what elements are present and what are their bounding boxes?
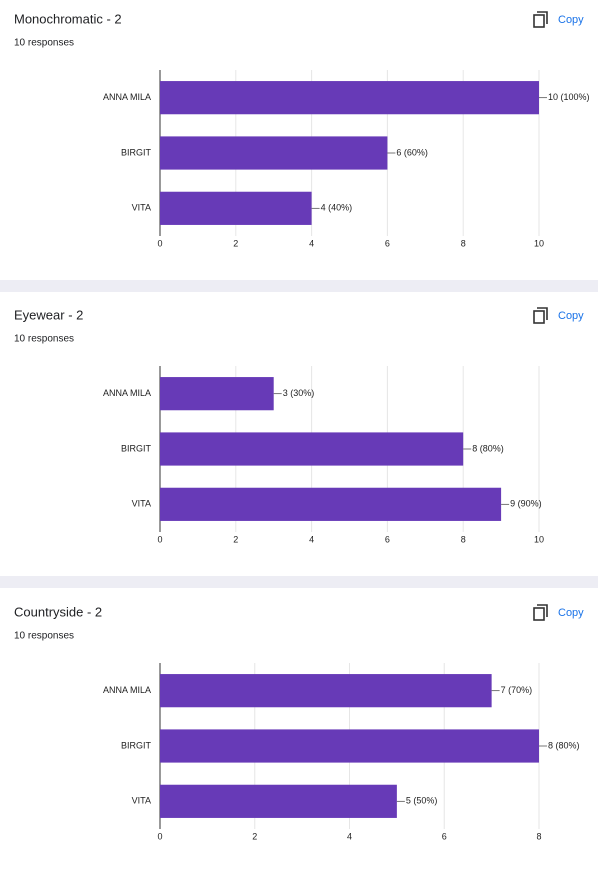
copy-button[interactable]: Copy [558, 607, 584, 619]
bar [160, 136, 388, 170]
value-label: 4 (40%) [321, 203, 353, 213]
x-tick-label: 8 [461, 238, 466, 248]
bar [160, 377, 274, 411]
category-label: VITA [132, 203, 151, 213]
bar [160, 81, 539, 115]
copy-icon-front [533, 310, 545, 324]
chart-title: Monochromatic - 2 [14, 11, 122, 26]
copy-button[interactable]: Copy [558, 310, 584, 322]
category-label: ANNA MILA [103, 92, 151, 102]
value-label: 7 (70%) [501, 685, 533, 695]
x-tick-label: 2 [233, 238, 238, 248]
copy-icon-back [537, 307, 548, 320]
chart-card: Countryside - 2 10 responses Copy 0 2 4 6 8 ANNA… [14, 604, 584, 841]
x-tick-label: 0 [157, 238, 162, 248]
value-label: 8 (80%) [548, 740, 580, 750]
x-tick-label: 6 [385, 238, 390, 248]
response-count: 10 responses [14, 38, 74, 49]
x-tick-label: 2 [252, 831, 257, 841]
value-label: 5 (50%) [406, 796, 438, 806]
chart-card: Monochromatic - 2 10 responses Copy 0 2 4 6 8 10… [14, 11, 590, 248]
copy-icon-front [533, 14, 545, 28]
value-label: 3 (30%) [283, 388, 315, 398]
category-label: VITA [132, 796, 151, 806]
separator [0, 280, 598, 292]
response-count: 10 responses [14, 334, 74, 345]
x-tick-label: 4 [347, 831, 352, 841]
x-tick-label: 6 [442, 831, 447, 841]
x-tick-label: 4 [309, 238, 314, 248]
category-label: ANNA MILA [103, 388, 151, 398]
x-tick-label: 10 [534, 238, 544, 248]
separator [0, 576, 598, 588]
bar [160, 487, 502, 521]
bar [160, 432, 464, 466]
response-count: 10 responses [14, 631, 74, 642]
copy-icon-back [537, 604, 548, 617]
copy-icon [533, 11, 548, 28]
copy-icon-back [537, 11, 548, 24]
x-tick-label: 8 [536, 831, 541, 841]
chart-title: Eyewear - 2 [14, 307, 83, 322]
x-tick-label: 6 [385, 534, 390, 544]
copy-icon [533, 307, 548, 324]
x-tick-label: 0 [157, 831, 162, 841]
chart-title: Countryside - 2 [14, 604, 102, 619]
x-tick-label: 0 [157, 534, 162, 544]
bar [160, 191, 312, 225]
value-label: 8 (80%) [472, 443, 504, 453]
x-tick-label: 8 [461, 534, 466, 544]
copy-button[interactable]: Copy [558, 14, 584, 26]
bar [160, 784, 397, 818]
copy-icon [533, 604, 548, 621]
chart-card: Eyewear - 2 10 responses Copy 0 2 4 6 8 10 ANNA M… [14, 307, 584, 544]
category-label: VITA [132, 499, 151, 509]
value-label: 9 (90%) [510, 499, 542, 509]
category-label: BIRGIT [121, 740, 152, 750]
value-label: 6 (60%) [396, 147, 428, 157]
x-tick-label: 2 [233, 534, 238, 544]
category-label: BIRGIT [121, 443, 152, 453]
category-label: BIRGIT [121, 147, 152, 157]
copy-icon-front [533, 607, 545, 621]
x-tick-label: 10 [534, 534, 544, 544]
x-tick-label: 4 [309, 534, 314, 544]
bar [160, 729, 539, 763]
bar [160, 674, 492, 708]
category-label: ANNA MILA [103, 685, 151, 695]
value-label: 10 (100%) [548, 92, 590, 102]
